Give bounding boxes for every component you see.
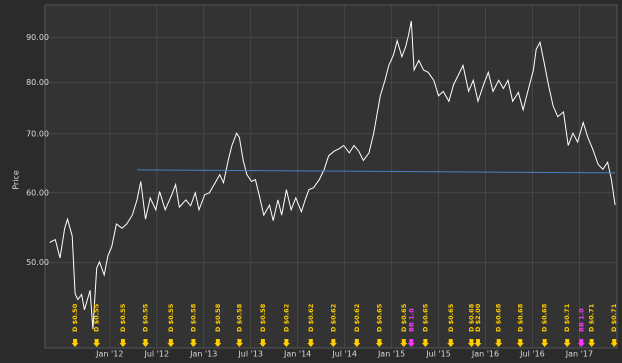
x-tick-label: Jul '14 bbox=[331, 350, 357, 359]
event-label: D $0.65 bbox=[375, 303, 383, 332]
event-label: D $0.68 bbox=[495, 303, 503, 332]
event-arrow bbox=[407, 339, 415, 347]
event-label: D $0.58 bbox=[259, 303, 267, 332]
event-arrow bbox=[516, 339, 524, 347]
x-tick-label: Jan '17 bbox=[565, 350, 593, 359]
y-tick-label: 60.00 bbox=[26, 188, 49, 197]
event-label: D $0.55 bbox=[142, 303, 150, 332]
event-label: BB 1.0 bbox=[577, 308, 585, 332]
event-arrow bbox=[421, 339, 429, 347]
x-tick-label: Jan '15 bbox=[377, 350, 405, 359]
event-label: D $0.68 bbox=[467, 303, 475, 332]
event-label: D $0.71 bbox=[588, 303, 596, 332]
plot-area bbox=[44, 4, 618, 349]
event-arrow bbox=[495, 339, 503, 347]
event-arrow bbox=[375, 339, 383, 347]
event-label: D $2.00 bbox=[474, 303, 482, 332]
event-arrow bbox=[577, 339, 585, 347]
event-arrow bbox=[588, 339, 596, 347]
event-label: D $0.55 bbox=[167, 303, 175, 332]
x-tick-label: Jan '14 bbox=[283, 350, 311, 359]
event-arrow bbox=[353, 339, 361, 347]
event-label: D $0.62 bbox=[282, 304, 290, 332]
event-arrow bbox=[447, 339, 455, 347]
event-arrow bbox=[329, 339, 337, 347]
y-tick-label: 90.00 bbox=[26, 33, 49, 42]
event-label: D $0.71 bbox=[610, 303, 618, 332]
event-label: D $0.62 bbox=[353, 304, 361, 332]
x-tick-label: Jul '15 bbox=[425, 350, 451, 359]
event-label: D $0.58 bbox=[235, 303, 243, 332]
event-label: D $0.50 bbox=[71, 303, 79, 332]
event-label: D $0.55 bbox=[93, 303, 101, 332]
event-arrow bbox=[167, 339, 175, 347]
event-label: BB 1.0 bbox=[407, 308, 415, 332]
y-tick-label: 80.00 bbox=[26, 78, 49, 87]
event-label: D $0.55 bbox=[119, 303, 127, 332]
event-label: D $0.68 bbox=[516, 303, 524, 332]
x-tick-label: Jul '16 bbox=[519, 350, 545, 359]
event-label: D $0.71 bbox=[563, 303, 571, 332]
y-axis-label: Price bbox=[12, 170, 21, 190]
event-arrow bbox=[400, 339, 408, 347]
event-arrow bbox=[307, 339, 315, 347]
x-tick-label: Jan '16 bbox=[471, 350, 499, 359]
event-label: D $0.68 bbox=[541, 303, 549, 332]
x-tick-label: Jan '13 bbox=[189, 350, 217, 359]
event-label: D $0.58 bbox=[189, 303, 197, 332]
event-arrow bbox=[610, 339, 618, 347]
x-tick-label: Jan '12 bbox=[95, 350, 123, 359]
x-tick-label: Jul '13 bbox=[237, 350, 263, 359]
event-arrow bbox=[71, 339, 79, 347]
event-label: D $0.65 bbox=[447, 303, 455, 332]
price-line bbox=[136, 169, 616, 174]
event-label: D $0.62 bbox=[329, 304, 337, 332]
event-arrow bbox=[259, 339, 267, 347]
x-tick-label: Jul '12 bbox=[143, 350, 169, 359]
event-arrow bbox=[141, 339, 149, 347]
event-label: D $0.65 bbox=[400, 303, 408, 332]
y-tick-label: 70.00 bbox=[26, 129, 49, 138]
event-arrow bbox=[282, 339, 290, 347]
event-arrow bbox=[93, 339, 101, 347]
event-arrow bbox=[474, 339, 482, 347]
event-label: D $0.62 bbox=[307, 304, 315, 332]
event-arrow bbox=[467, 339, 475, 347]
event-arrow bbox=[563, 339, 571, 347]
event-arrow bbox=[235, 339, 243, 347]
y-tick-label: 50.00 bbox=[26, 258, 49, 267]
event-arrow bbox=[119, 339, 127, 347]
event-arrow bbox=[214, 339, 222, 347]
event-label: D $0.65 bbox=[421, 303, 429, 332]
event-arrow bbox=[189, 339, 197, 347]
event-label: D $0.58 bbox=[214, 303, 222, 332]
event-arrow bbox=[541, 339, 549, 347]
price-line bbox=[49, 20, 616, 330]
